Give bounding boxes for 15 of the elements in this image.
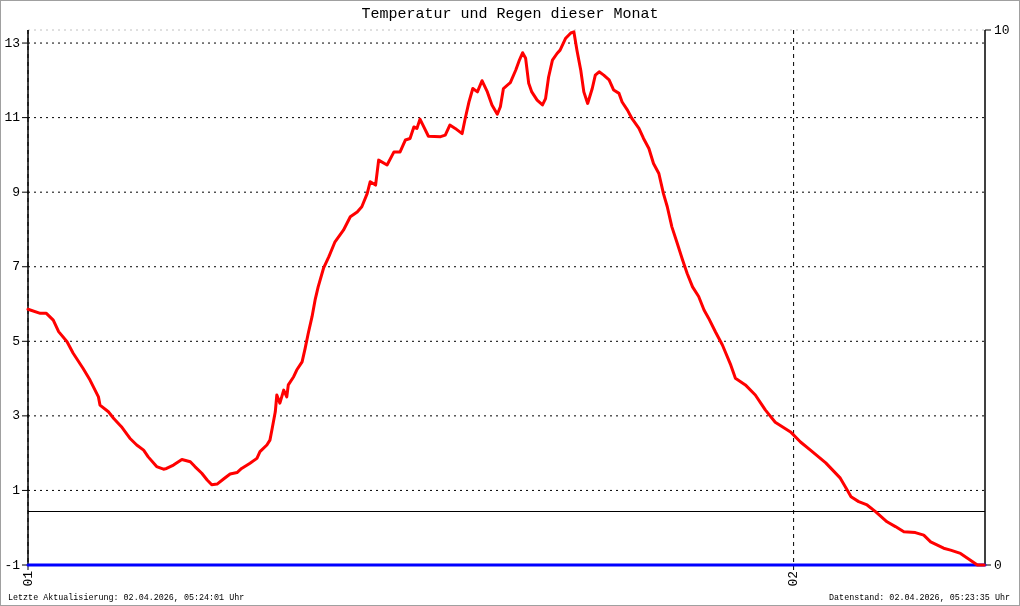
y-tick-label: 5 — [12, 333, 20, 349]
y-tick-label: 7 — [12, 259, 20, 275]
y-tick-label: 11 — [4, 110, 21, 126]
text: Datenstand: 02.04.2026, 05:23:35 Uhr — [829, 593, 1010, 603]
y2-tick-label: 0 — [994, 557, 1002, 573]
text: Letzte Aktualisierung: 02.04.2026, 05:24:01 Uhr — [8, 593, 245, 603]
y-tick-label: 9 — [12, 184, 20, 200]
x-tick-label: 02 — [786, 571, 802, 587]
y-tick-label: 1 — [12, 482, 21, 498]
y-tick-label: 3 — [12, 408, 20, 424]
chart-title: Temperatur und Regen dieser Monat — [361, 5, 659, 23]
y-tick-label: 13 — [4, 35, 20, 51]
y2-tick-label: 10 — [994, 22, 1010, 38]
y-tick-label: -1 — [4, 557, 21, 573]
x-tick-label: 01 — [20, 570, 36, 587]
